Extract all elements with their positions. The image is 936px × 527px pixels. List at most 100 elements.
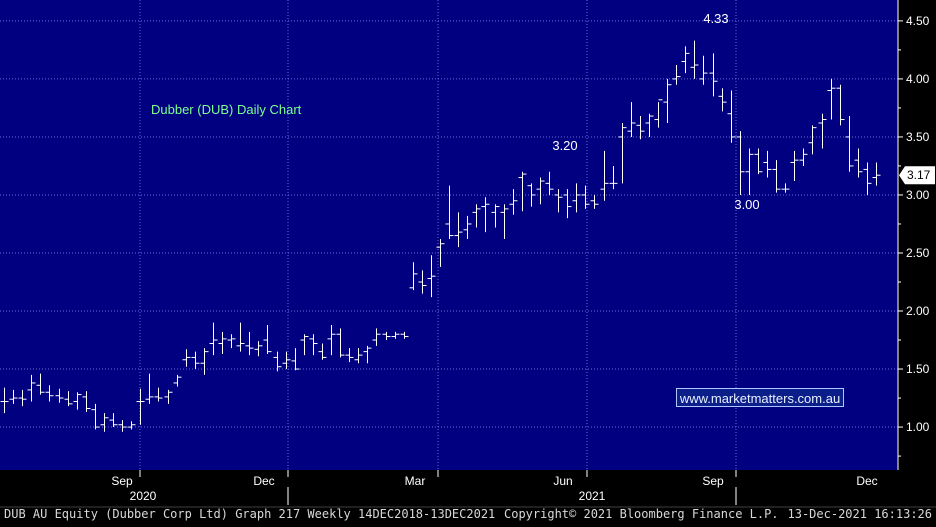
ohlc-bar bbox=[45, 385, 54, 402]
ohlc-bar bbox=[799, 148, 808, 166]
x-month-label: Dec bbox=[856, 474, 877, 488]
annotation-high: 4.33 bbox=[703, 11, 728, 26]
ohlc-bar bbox=[173, 374, 182, 387]
ohlc-bar bbox=[27, 374, 36, 402]
ohlc-bar bbox=[727, 90, 736, 143]
ohlc-bar bbox=[400, 331, 409, 339]
ohlc-bar bbox=[436, 239, 445, 267]
ohlc-bar bbox=[654, 99, 663, 128]
ohlc-bar bbox=[545, 171, 554, 195]
ohlc-bar bbox=[127, 421, 136, 430]
ohlc-bar bbox=[627, 102, 636, 137]
x-year-label: 2020 bbox=[130, 489, 157, 503]
ohlc-bar bbox=[0, 387, 9, 414]
ohlc-bar bbox=[481, 197, 490, 233]
ohlc-bar bbox=[273, 351, 282, 372]
ohlc-bar bbox=[154, 387, 163, 402]
last-price-label: 3.17 bbox=[907, 168, 931, 182]
ohlc-bar bbox=[554, 189, 563, 213]
ohlc-bar bbox=[772, 160, 781, 193]
ohlc-bar bbox=[382, 331, 391, 341]
ohlc-bar bbox=[418, 270, 427, 294]
ohlc-bar bbox=[609, 165, 618, 190]
ohlc-bar bbox=[818, 113, 827, 149]
ohlc-bar bbox=[218, 331, 227, 354]
ohlc-bar bbox=[36, 373, 45, 395]
ohlc-bar bbox=[18, 389, 27, 407]
x-year-label: 2021 bbox=[579, 489, 606, 503]
ohlc-bar bbox=[82, 391, 91, 412]
marketmatters-link[interactable]: www.marketmatters.com.au bbox=[676, 388, 844, 407]
ohlc-bar bbox=[736, 131, 745, 195]
ohlc-bar bbox=[145, 373, 154, 404]
ohlc-bar bbox=[709, 53, 718, 97]
ohlc-bar bbox=[336, 328, 345, 358]
ohlc-bar bbox=[491, 204, 500, 228]
ohlc-bar bbox=[73, 392, 82, 410]
ohlc-bar bbox=[291, 348, 300, 371]
ohlc-bar bbox=[191, 351, 200, 370]
ohlc-bar bbox=[209, 322, 218, 356]
ohlc-bar bbox=[64, 391, 73, 407]
ohlc-bar bbox=[681, 46, 690, 74]
ohlc-bar bbox=[245, 331, 254, 356]
y-tick-label: 1.50 bbox=[906, 362, 930, 376]
ohlc-bar bbox=[536, 177, 545, 205]
y-tick-label: 3.50 bbox=[906, 130, 930, 144]
y-tick-label: 2.00 bbox=[906, 304, 930, 318]
ohlc-bar bbox=[754, 148, 763, 175]
ohlc-bar bbox=[699, 55, 708, 85]
x-month-label: Jun bbox=[553, 474, 572, 488]
ohlc-bar bbox=[9, 389, 18, 404]
ohlc-bar bbox=[845, 116, 854, 172]
ohlc-bar bbox=[118, 420, 127, 432]
ohlc-bar bbox=[300, 334, 309, 356]
ohlc-bar bbox=[790, 150, 799, 182]
ohlc-bar bbox=[409, 262, 418, 291]
ohlc-bar bbox=[663, 78, 672, 124]
x-month-label: Sep bbox=[702, 474, 724, 488]
ohlc-bar bbox=[872, 162, 881, 186]
ohlc-bar bbox=[55, 388, 64, 403]
ohlc-bar bbox=[427, 255, 436, 298]
ohlc-bar bbox=[500, 204, 509, 240]
y-tick-label: 4.00 bbox=[906, 72, 930, 86]
ohlc-bar bbox=[672, 64, 681, 85]
annotation-peak: 3.20 bbox=[552, 138, 577, 153]
ohlc-bar bbox=[363, 345, 372, 364]
ohlc-bar bbox=[590, 194, 599, 209]
ohlc-bar bbox=[91, 403, 100, 430]
ohlc-bar bbox=[518, 171, 527, 212]
ohlc-bar bbox=[690, 40, 699, 79]
ohlc-bar bbox=[563, 189, 572, 219]
ohlc-bar bbox=[109, 413, 118, 428]
footer-left: DUB AU Equity (Dubber Corp Ltd) Graph 21… bbox=[4, 507, 495, 521]
ohlc-bar bbox=[282, 351, 291, 370]
ohlc-bar bbox=[808, 125, 817, 155]
ohlc-bar bbox=[227, 334, 236, 349]
ohlc-bar bbox=[200, 348, 209, 375]
ohlc-bar bbox=[463, 215, 472, 240]
annotation-low: 3.00 bbox=[734, 197, 759, 212]
ohlc-bar bbox=[472, 204, 481, 228]
ohlc-bar bbox=[164, 389, 173, 404]
ohlc-bar bbox=[345, 348, 354, 363]
footer-right: 13-Dec-2021 16:13:26 bbox=[788, 507, 933, 521]
ohlc-bar bbox=[254, 341, 263, 357]
ohlc-bar bbox=[309, 334, 318, 356]
ohlc-bar bbox=[581, 185, 590, 209]
ohlc-bar bbox=[509, 189, 518, 215]
y-tick-label: 3.00 bbox=[906, 188, 930, 202]
ohlc-bar bbox=[445, 185, 454, 240]
ohlc-bar bbox=[318, 343, 327, 360]
footer-center: Copyright© 2021 Bloomberg Finance L.P. bbox=[504, 507, 779, 521]
ohlc-bar bbox=[391, 331, 400, 339]
y-tick-label: 4.50 bbox=[906, 14, 930, 28]
ohlc-bar bbox=[854, 148, 863, 178]
ohlc-bar bbox=[645, 113, 654, 137]
x-month-label: Dec bbox=[253, 474, 274, 488]
ohlc-bar bbox=[863, 162, 872, 195]
ohlc-bar bbox=[572, 183, 581, 213]
ohlc-bar bbox=[600, 150, 609, 201]
